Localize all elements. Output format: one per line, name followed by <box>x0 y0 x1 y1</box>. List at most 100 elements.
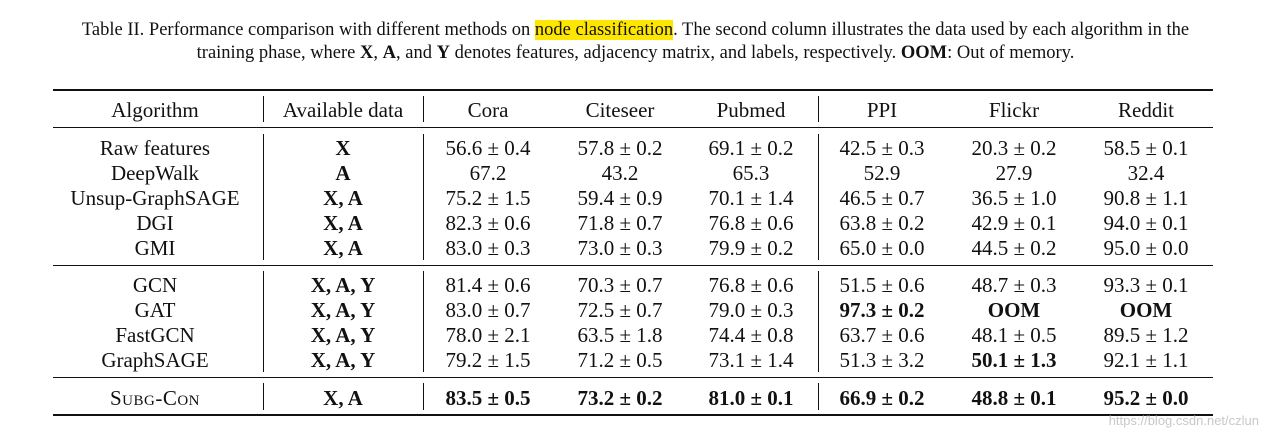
score-cell-cora: 67.2 <box>469 161 507 185</box>
score-cell-reddit: 95.0 ± 0.0 <box>1103 236 1189 260</box>
column-separator <box>263 271 265 372</box>
column-separator <box>263 96 265 122</box>
score-cell-cora: 83.0 ± 0.3 <box>445 236 531 260</box>
score-cell-flickr: 48.1 ± 0.5 <box>971 323 1057 347</box>
column-header-available-data: Available data <box>282 98 404 122</box>
score-cell-citeseer: 72.5 ± 0.7 <box>577 298 663 322</box>
column-header-citeseer: Citeseer <box>585 98 655 122</box>
caption-text: , and <box>396 43 437 63</box>
score-cell-cora: 83.0 ± 0.7 <box>445 298 531 322</box>
watermark: https://blog.csdn.net/czlun <box>1108 413 1259 428</box>
score-cell-ppi: 63.8 ± 0.2 <box>839 211 925 235</box>
algorithm-name: GAT <box>134 298 176 322</box>
available-data: X, A, Y <box>310 348 376 372</box>
score-cell-reddit: 92.1 ± 1.1 <box>1103 348 1189 372</box>
available-data: X, A <box>323 186 363 210</box>
score-cell-cora: 56.6 ± 0.4 <box>445 136 531 160</box>
score-cell-ppi: 66.9 ± 0.2 <box>839 386 925 410</box>
algorithm-name: Unsup-GraphSAGE <box>70 186 240 210</box>
caption-text: training phase, where <box>196 43 361 63</box>
score-cell-pubmed: 79.0 ± 0.3 <box>708 298 794 322</box>
table-row: Unsup-GraphSAGE X, A 75.2 ± 1.5 59.4 ± 0.9 7… <box>53 186 1213 211</box>
score-cell-citeseer: 73.0 ± 0.3 <box>577 236 663 260</box>
algorithm-name: GCN <box>132 273 178 297</box>
table-bottom-rule <box>53 414 1213 416</box>
column-separator <box>263 383 265 410</box>
column-separator <box>423 271 425 372</box>
score-cell-citeseer: 71.8 ± 0.7 <box>577 211 663 235</box>
table-row: DeepWalk A 67.2 43.2 65.3 52.9 27.9 32.4 <box>53 161 1213 186</box>
score-cell-ppi: 46.5 ± 0.7 <box>839 186 925 210</box>
score-cell-cora: 79.2 ± 1.5 <box>445 348 531 372</box>
caption-text: Table II. Performance comparison with di… <box>81 20 535 40</box>
highlighted-text: node classification <box>534 20 674 40</box>
column-header-pubmed: Pubmed <box>716 98 786 122</box>
score-cell-reddit: 89.5 ± 1.2 <box>1103 323 1189 347</box>
score-cell-reddit: 95.2 ± 0.0 <box>1103 386 1189 410</box>
group-separator-rule <box>53 377 1213 379</box>
algorithm-name: FastGCN <box>115 323 195 347</box>
score-cell-flickr: 50.1 ± 1.3 <box>971 348 1057 372</box>
column-separator <box>818 271 820 372</box>
score-cell-pubmed: 81.0 ± 0.1 <box>708 386 794 410</box>
table-header-row: Algorithm Available data Cora Citeseer Pubme… <box>53 98 1213 123</box>
score-cell-pubmed: 74.4 ± 0.8 <box>708 323 794 347</box>
score-cell-flickr: 48.8 ± 0.1 <box>971 386 1057 410</box>
caption-text: . The second column illustrates the data… <box>673 20 1190 40</box>
score-cell-reddit: 94.0 ± 0.1 <box>1103 211 1189 235</box>
score-cell-cora: 83.5 ± 0.5 <box>445 386 531 410</box>
algorithm-name: DGI <box>136 211 174 235</box>
algorithm-name: GraphSAGE <box>101 348 209 372</box>
score-cell-pubmed: 73.1 ± 1.4 <box>708 348 794 372</box>
score-cell-citeseer: 59.4 ± 0.9 <box>577 186 663 210</box>
score-cell-pubmed: 76.8 ± 0.6 <box>708 211 794 235</box>
column-header-algorithm: Algorithm <box>111 98 199 122</box>
column-separator <box>818 96 820 122</box>
available-data: X, A, Y <box>310 273 376 297</box>
score-cell-flickr: 20.3 ± 0.2 <box>971 136 1057 160</box>
algorithm-name: GMI <box>134 236 176 260</box>
score-cell-flickr: 44.5 ± 0.2 <box>971 236 1057 260</box>
score-cell-pubmed: 70.1 ± 1.4 <box>708 186 794 210</box>
score-cell-ppi: 42.5 ± 0.3 <box>839 136 925 160</box>
table-row: GMI X, A 83.0 ± 0.3 73.0 ± 0.3 79.9 ± 0.2 65.… <box>53 236 1213 261</box>
score-cell-flickr: 42.9 ± 0.1 <box>971 211 1057 235</box>
score-cell-cora: 75.2 ± 1.5 <box>445 186 531 210</box>
column-separator <box>423 383 425 410</box>
score-cell-reddit: 58.5 ± 0.1 <box>1103 136 1189 160</box>
caption-oom: OOM <box>900 43 948 63</box>
column-header-cora: Cora <box>467 98 509 122</box>
table-row: DGI X, A 82.3 ± 0.6 71.8 ± 0.7 76.8 ± 0.6 63.… <box>53 211 1213 236</box>
score-cell-pubmed: 76.8 ± 0.6 <box>708 273 794 297</box>
score-cell-citeseer: 43.2 <box>601 161 639 185</box>
table-row: GraphSAGE X, A, Y 79.2 ± 1.5 71.2 ± 0.5 73.1… <box>53 348 1213 373</box>
column-separator <box>263 134 265 260</box>
group-separator-rule <box>53 265 1213 267</box>
column-separator <box>818 134 820 260</box>
score-cell-citeseer: 70.3 ± 0.7 <box>577 273 663 297</box>
score-cell-reddit: OOM <box>1119 298 1173 322</box>
algorithm-name: Raw features <box>99 136 211 160</box>
score-cell-ppi: 52.9 <box>863 161 901 185</box>
available-data: X, A <box>323 211 363 235</box>
score-cell-pubmed: 79.9 ± 0.2 <box>708 236 794 260</box>
score-cell-ppi: 51.5 ± 0.6 <box>839 273 925 297</box>
score-cell-flickr: 27.9 <box>995 161 1033 185</box>
algorithm-name: Subg-Con <box>109 386 200 410</box>
score-cell-citeseer: 57.8 ± 0.2 <box>577 136 663 160</box>
score-cell-ppi: 63.7 ± 0.6 <box>839 323 925 347</box>
caption-symbol-x: X <box>360 43 374 63</box>
column-header-reddit: Reddit <box>1118 98 1174 122</box>
column-separator <box>423 134 425 260</box>
table-row: GAT X, A, Y 83.0 ± 0.7 72.5 ± 0.7 79.0 ± 0.3… <box>53 298 1213 323</box>
column-separator <box>818 383 820 410</box>
score-cell-citeseer: 73.2 ± 0.2 <box>577 386 663 410</box>
score-cell-citeseer: 71.2 ± 0.5 <box>577 348 663 372</box>
score-cell-flickr: OOM <box>987 298 1041 322</box>
score-cell-pubmed: 65.3 <box>732 161 770 185</box>
score-cell-ppi: 51.3 ± 3.2 <box>839 348 925 372</box>
table-row: Raw features X 56.6 ± 0.4 57.8 ± 0.2 69.1 ± … <box>53 136 1213 161</box>
available-data: X <box>335 136 351 160</box>
available-data: X, A, Y <box>310 298 376 322</box>
score-cell-flickr: 48.7 ± 0.3 <box>971 273 1057 297</box>
